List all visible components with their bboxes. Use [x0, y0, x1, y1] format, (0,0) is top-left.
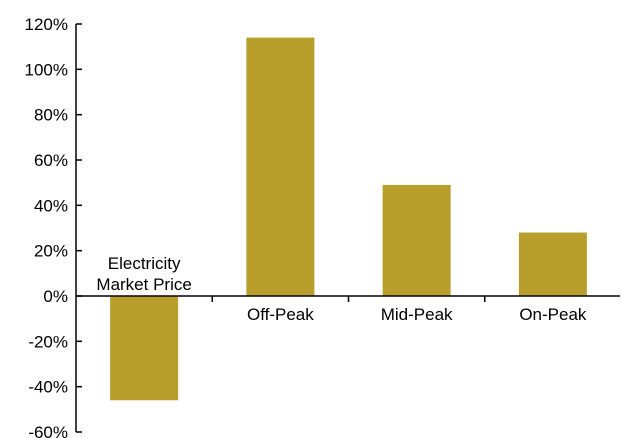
- y-ticks-group: -60% -40% -20% 0% 20% 40% 60% 80% 100% 120%: [25, 15, 82, 438]
- category-label: Off-Peak: [247, 305, 314, 324]
- category-label: On-Peak: [519, 305, 587, 324]
- category-label: Mid-Peak: [381, 305, 453, 324]
- y-tick-label: 0%: [43, 287, 68, 306]
- y-tick-label: 40%: [34, 196, 68, 215]
- y-tick-label: 120%: [25, 15, 68, 34]
- bars-group: [110, 37, 587, 401]
- category-label: Electricity: [108, 254, 181, 273]
- bar: [382, 184, 451, 296]
- y-tick-label: 100%: [25, 60, 68, 79]
- category-labels-group: Electricity Market Price Off-Peak Mid-Peak O…: [96, 254, 587, 324]
- y-tick-label: -60%: [28, 423, 68, 438]
- y-tick-label: 20%: [34, 242, 68, 261]
- y-tick-label: 80%: [34, 106, 68, 125]
- category-label: Market Price: [96, 275, 191, 294]
- bar: [246, 37, 315, 296]
- y-tick-label: -20%: [28, 332, 68, 351]
- y-tick-label: 60%: [34, 151, 68, 170]
- bar: [518, 232, 587, 296]
- y-tick-label: -40%: [28, 378, 68, 397]
- x-ticks-group: [211, 296, 486, 302]
- bar: [110, 296, 179, 401]
